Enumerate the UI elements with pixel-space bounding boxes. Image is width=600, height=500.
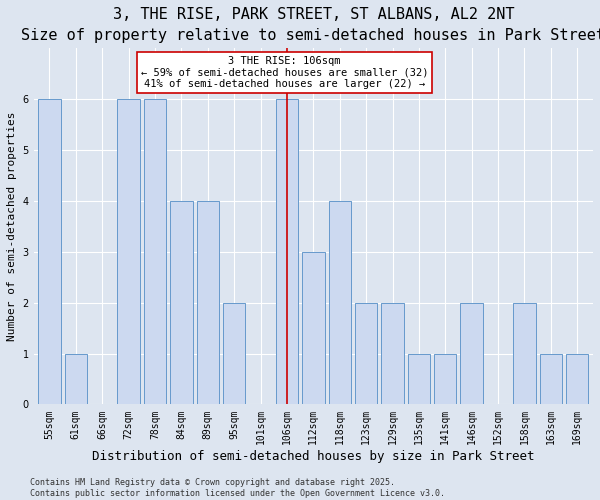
Bar <box>118 99 140 404</box>
Bar <box>38 99 61 404</box>
Bar <box>539 354 562 405</box>
Bar <box>170 201 193 404</box>
Bar <box>144 99 166 404</box>
Bar <box>381 302 404 404</box>
Bar <box>460 302 483 404</box>
Bar <box>513 302 536 404</box>
Title: 3, THE RISE, PARK STREET, ST ALBANS, AL2 2NT
Size of property relative to semi-d: 3, THE RISE, PARK STREET, ST ALBANS, AL2… <box>22 7 600 43</box>
Bar <box>434 354 457 405</box>
Y-axis label: Number of semi-detached properties: Number of semi-detached properties <box>7 112 17 341</box>
Bar <box>566 354 589 405</box>
Text: Contains HM Land Registry data © Crown copyright and database right 2025.
Contai: Contains HM Land Registry data © Crown c… <box>30 478 445 498</box>
Bar <box>65 354 87 405</box>
Bar <box>302 252 325 404</box>
Bar <box>197 201 219 404</box>
Bar <box>355 302 377 404</box>
Bar <box>407 354 430 405</box>
Bar <box>329 201 351 404</box>
Bar <box>223 302 245 404</box>
X-axis label: Distribution of semi-detached houses by size in Park Street: Distribution of semi-detached houses by … <box>92 450 535 463</box>
Bar <box>276 99 298 404</box>
Text: 3 THE RISE: 106sqm
← 59% of semi-detached houses are smaller (32)
41% of semi-de: 3 THE RISE: 106sqm ← 59% of semi-detache… <box>140 56 428 89</box>
